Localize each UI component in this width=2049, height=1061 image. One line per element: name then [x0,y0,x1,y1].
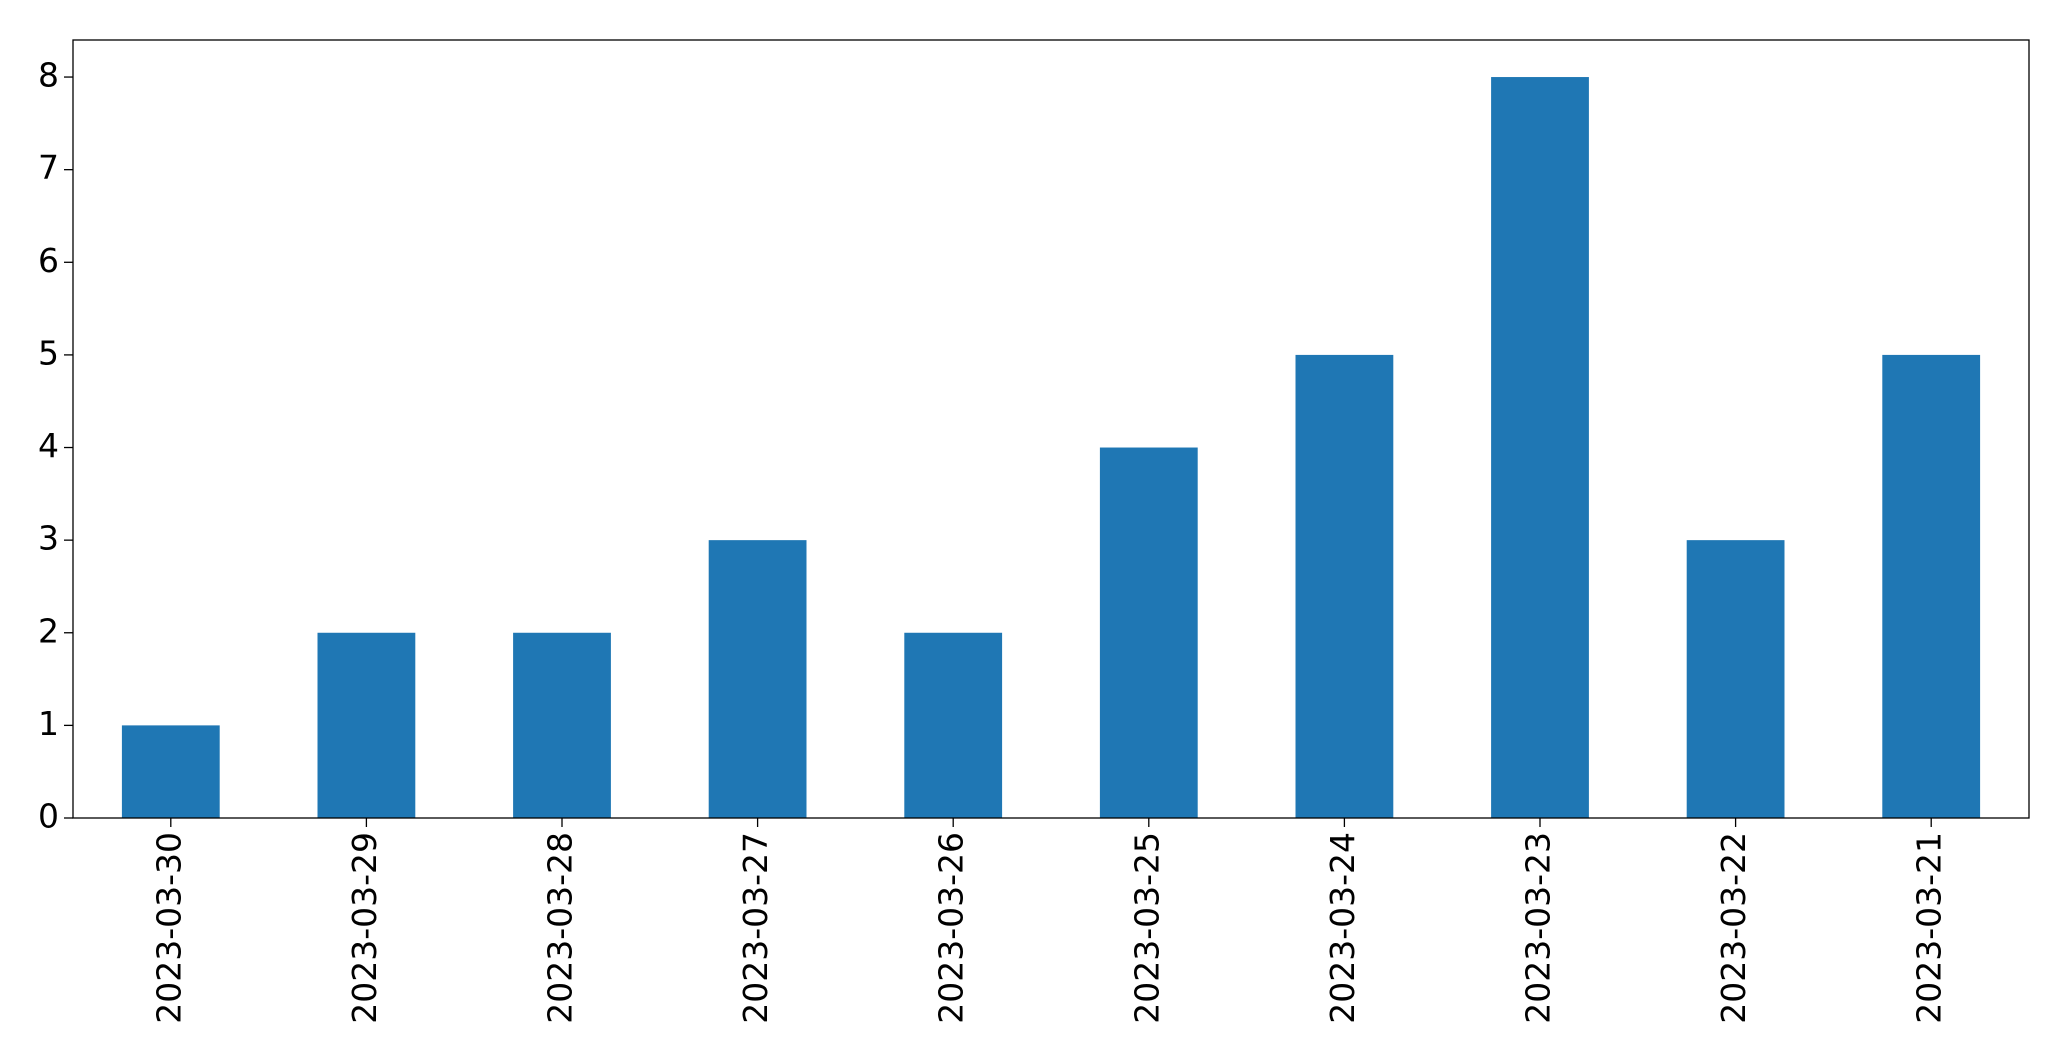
plot-frame [72,39,2030,819]
bar [1099,447,1198,818]
y-tick-label: 0 [38,797,59,836]
bar [121,725,220,818]
bar [317,632,416,818]
y-tick-label: 7 [38,148,59,187]
y-tick-label: 6 [38,241,59,280]
bar [513,632,611,818]
y-tick-label: 8 [38,56,59,95]
bar [708,540,807,818]
bar [1491,77,1589,819]
bar [1882,354,1981,818]
x-tick-label: 2023-03-28 [541,832,580,1024]
x-tick-label: 2023-03-30 [149,832,188,1024]
y-tick-label: 5 [38,333,59,372]
bar [1686,540,1785,818]
x-tick-label: 2023-03-27 [736,832,775,1024]
y-tick-label: 1 [38,704,59,743]
bar [904,632,1003,818]
x-tick-label: 2023-03-24 [1323,832,1362,1024]
x-tick-label: 2023-03-29 [345,832,384,1024]
x-tick-label: 2023-03-21 [1910,832,1949,1024]
x-tick-label: 2023-03-26 [932,832,971,1024]
x-tick-label: 2023-03-22 [1714,832,1753,1024]
y-tick-label: 4 [38,426,59,465]
y-tick-label: 3 [38,519,59,558]
x-tick-label: 2023-03-23 [1519,832,1558,1024]
bar [1295,354,1394,818]
y-tick-label: 2 [38,611,59,650]
x-tick-label: 2023-03-25 [1127,832,1166,1024]
